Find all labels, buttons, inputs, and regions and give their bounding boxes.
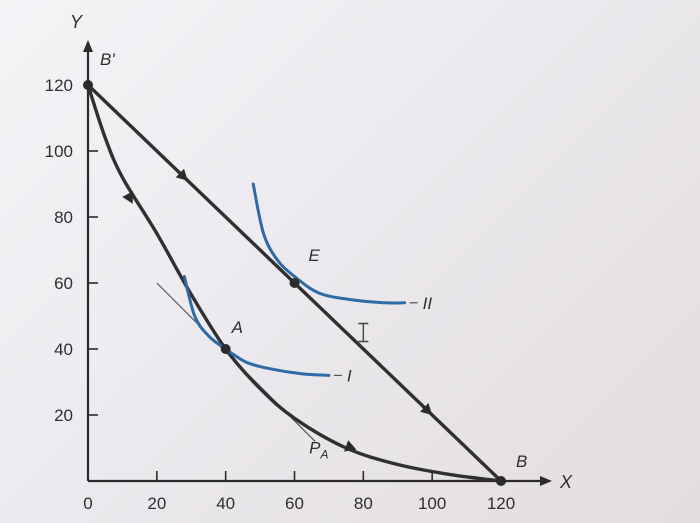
y-axis-arrowhead [83, 40, 93, 52]
point-b [496, 476, 506, 486]
x-tick-label: 120 [487, 494, 515, 513]
x-tick-label: 80 [354, 494, 373, 513]
tangent-label-pa: PA [309, 438, 328, 461]
y-tick-label: 80 [54, 208, 73, 227]
y-axis-title: Y [70, 12, 84, 32]
y-tick-label: 40 [54, 340, 73, 359]
y-tick-label: 120 [45, 76, 73, 95]
curve-direction-arrow [344, 440, 357, 452]
curve-direction-arrow [122, 191, 133, 204]
indifference-curve-label: II [423, 294, 433, 313]
indifference-curve-label: I [347, 366, 352, 385]
y-tick-label: 60 [54, 274, 73, 293]
point-label: B' [100, 50, 115, 69]
x-tick-label: 60 [285, 494, 304, 513]
indifference-curve [251, 182, 407, 305]
point-b-prime [83, 80, 93, 90]
text-cursor-icon [358, 322, 369, 343]
y-tick-label: 20 [54, 406, 73, 425]
x-tick-label: 40 [216, 494, 235, 513]
point-label: B [516, 452, 527, 471]
x-tick-label: 20 [147, 494, 166, 513]
x-axis-arrowhead [540, 476, 552, 486]
budget-curve [86, 83, 503, 483]
point-label: A [231, 318, 243, 337]
budget-direction-arrow [420, 403, 433, 415]
x-tick-label: 0 [83, 494, 92, 513]
x-tick-label: 100 [418, 494, 446, 513]
point-e [289, 278, 300, 288]
indifference-curve [182, 274, 331, 377]
y-tick-label: 100 [45, 142, 73, 161]
x-axis-title: X [559, 472, 573, 492]
point-label: E [309, 246, 321, 265]
budget-direction-arrow [175, 168, 188, 181]
point-a [220, 344, 231, 354]
